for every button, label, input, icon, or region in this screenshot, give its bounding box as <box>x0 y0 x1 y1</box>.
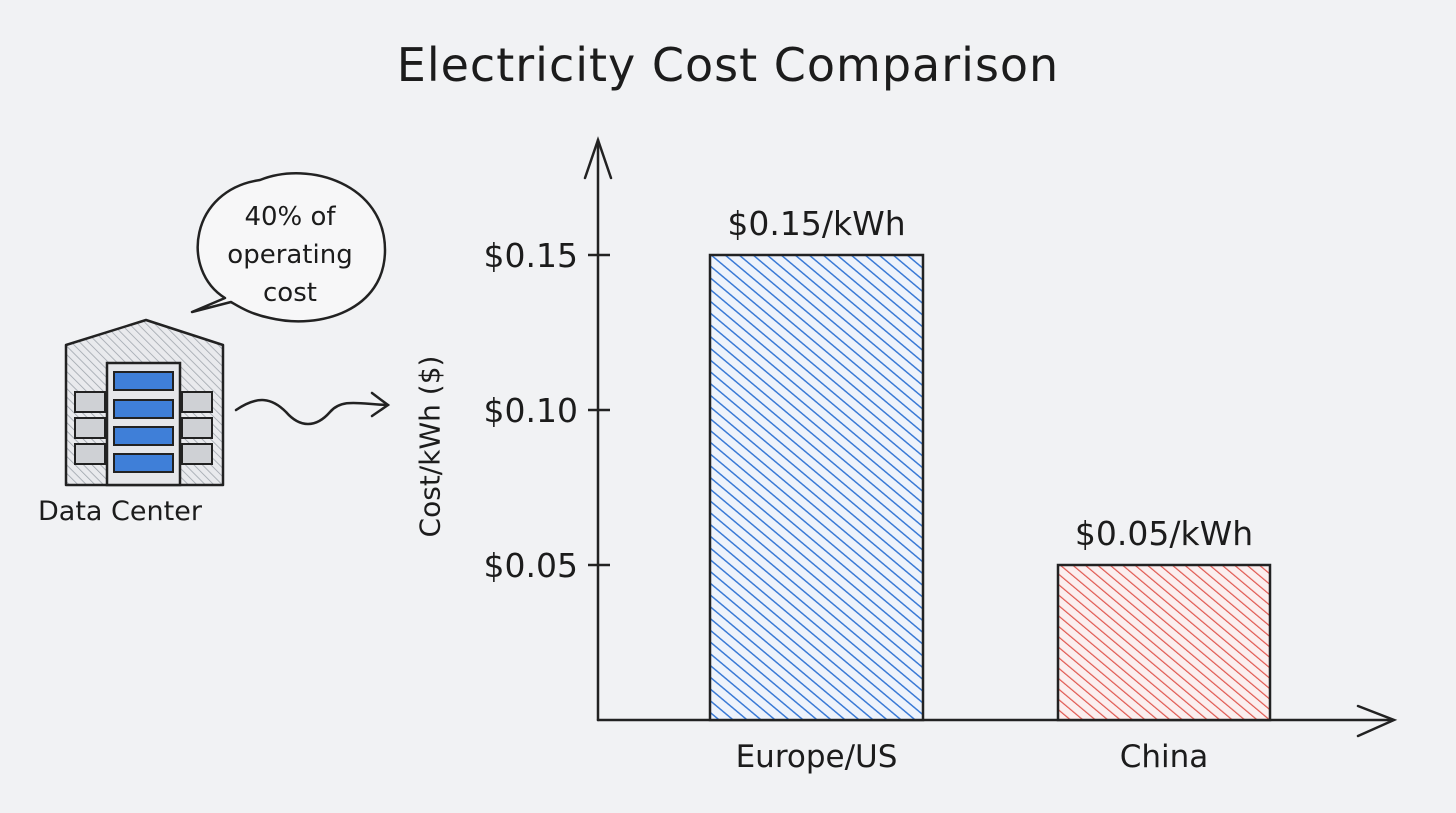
data-center-label: Data Center <box>38 496 202 527</box>
bubble-text: 40% of operating cost <box>227 202 353 308</box>
chart-title: Electricity Cost Comparison <box>396 38 1060 92</box>
squiggle-arrow <box>234 391 391 426</box>
category-label: Europe/US <box>736 739 898 775</box>
data-center-icon <box>64 318 225 487</box>
x-axis-arrowhead <box>1356 704 1398 738</box>
y-axis-label: Cost/kWh ($) <box>413 355 447 538</box>
bar <box>1056 563 1272 722</box>
y-tick-label: $0.10 <box>484 391 578 430</box>
category-label: China <box>1120 739 1209 775</box>
y-tick-label: $0.05 <box>484 546 578 585</box>
y-tick-label: $0.15 <box>484 236 578 275</box>
axes <box>583 136 1398 738</box>
speech-bubble <box>190 172 387 323</box>
data-label: $0.05/kWh <box>1075 514 1253 553</box>
data-label: $0.15/kWh <box>727 204 905 243</box>
bar <box>708 253 925 722</box>
y-axis-arrowhead <box>583 136 613 180</box>
